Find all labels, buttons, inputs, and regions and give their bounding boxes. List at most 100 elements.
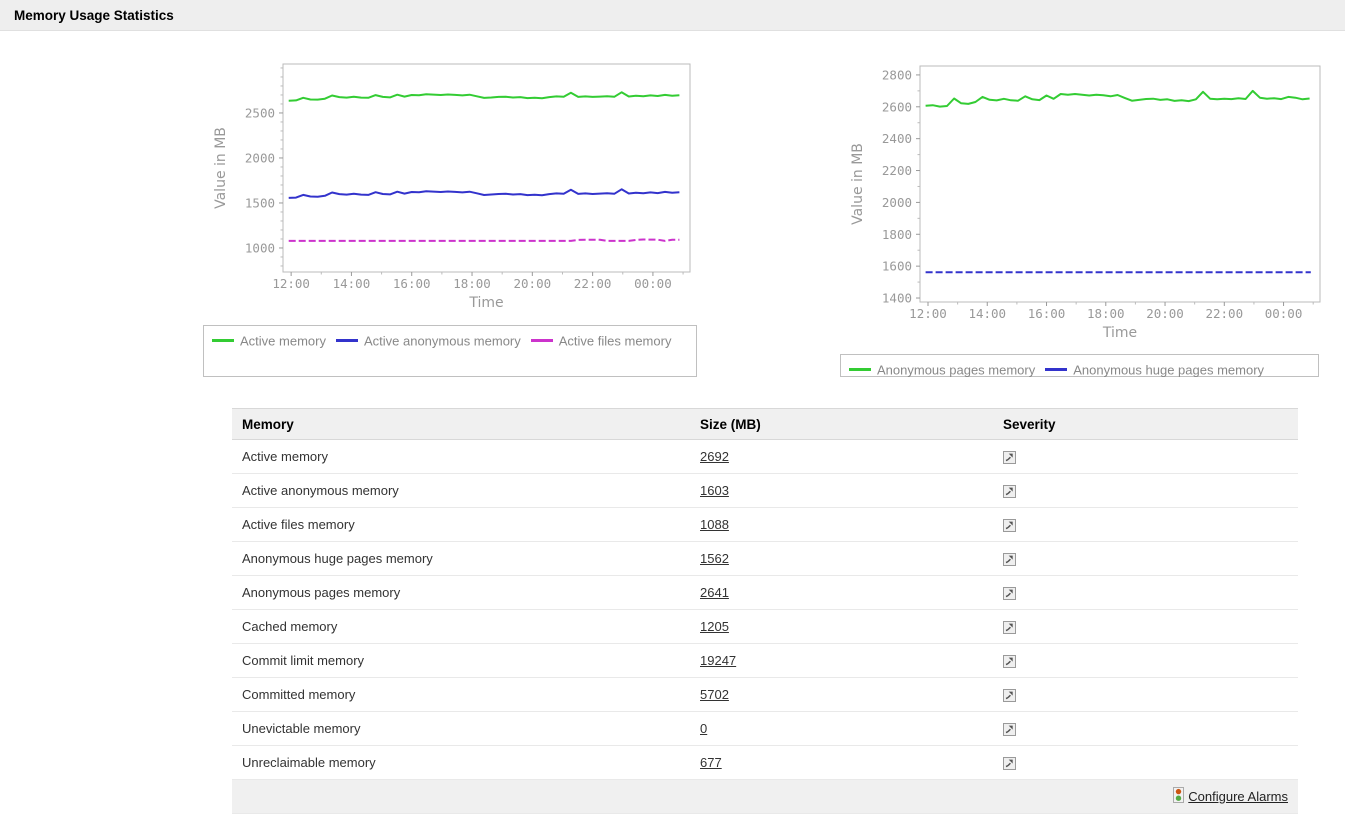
x-tick-label: 22:00 — [574, 276, 612, 291]
chart-axes: 12:00 14:00 16:00 18:00 20:00 22:00 00:00 1000 1… — [213, 63, 691, 311]
severity-cell — [993, 575, 1298, 610]
size-cell: 0 — [690, 711, 993, 746]
y-axis-title: Value in MB — [213, 127, 229, 209]
legend-swatch-icon — [530, 339, 553, 343]
chart-legend-left: Active memory Active anonymous memory Acti… — [203, 325, 697, 377]
series-line — [288, 238, 680, 242]
size-value-link[interactable]: 1205 — [700, 619, 729, 634]
memory-table: Memory Size (MB) Severity Active memory 269… — [232, 408, 1298, 814]
memory-name-cell: Anonymous huge pages memory — [232, 541, 690, 576]
legend-swatch-icon — [849, 368, 871, 372]
size-cell: 19247 — [690, 643, 993, 678]
table-row: Commit limit memory 19247 — [232, 643, 1298, 678]
trend-up-icon[interactable] — [1003, 451, 1016, 465]
size-value-link[interactable]: 1562 — [700, 551, 729, 566]
table-row: Anonymous pages memory 2641 — [232, 575, 1298, 610]
table-row: Cached memory 1205 — [232, 609, 1298, 644]
trend-up-icon[interactable] — [1003, 519, 1016, 533]
y-tick-label: 1800 — [882, 227, 912, 242]
table-row: Active memory 2692 — [232, 439, 1298, 474]
size-value-link[interactable]: 19247 — [700, 653, 737, 668]
memory-name-cell: Anonymous pages memory — [232, 575, 690, 610]
severity-cell — [993, 745, 1298, 780]
y-tick-label: 1000 — [245, 240, 275, 255]
trend-up-icon[interactable] — [1003, 621, 1016, 635]
x-tick-label: 14:00 — [333, 276, 371, 291]
y-tick-label: 2500 — [245, 105, 275, 120]
legend-label: Anonymous huge pages memory — [1073, 362, 1265, 378]
memory-name-cell: Cached memory — [232, 609, 690, 644]
x-tick-label: 22:00 — [1205, 306, 1243, 321]
memory-name-cell: Active files memory — [232, 507, 690, 542]
x-tick-label: 18:00 — [453, 276, 491, 291]
severity-cell — [993, 507, 1298, 542]
memory-usage-chart-left: 12:00 14:00 16:00 18:00 20:00 22:00 00:00 1000 1… — [213, 63, 691, 311]
table-row: Active anonymous memory 1603 — [232, 473, 1298, 508]
x-tick-label: 12:00 — [909, 306, 947, 321]
legend-label: Active anonymous memory — [363, 333, 521, 349]
size-value-link[interactable]: 1088 — [700, 517, 729, 532]
size-value-link[interactable]: 1603 — [700, 483, 729, 498]
y-tick-label: 2800 — [882, 67, 912, 82]
trend-up-icon[interactable] — [1003, 723, 1016, 737]
table-row: Active files memory 1088 — [232, 507, 1298, 542]
size-cell: 2641 — [690, 575, 993, 610]
chart-axes: 12:00 14:00 16:00 18:00 20:00 22:00 00:00 1400 1… — [850, 65, 1321, 340]
legend-item: Anonymous huge pages memory — [1045, 359, 1264, 382]
x-axis-title: Time — [468, 295, 503, 311]
memory-table-container: Memory Size (MB) Severity Active memory 269… — [232, 408, 1298, 814]
configure-alarms-link[interactable]: Configure Alarms — [1188, 789, 1288, 804]
y-tick-label: 1600 — [882, 259, 912, 274]
plot-border — [919, 65, 1321, 303]
severity-cell — [993, 473, 1298, 508]
size-value-link[interactable]: 5702 — [700, 687, 729, 702]
table-row: Committed memory 5702 — [232, 677, 1298, 712]
size-cell: 1088 — [690, 507, 993, 542]
legend-swatch-icon — [1045, 368, 1068, 372]
series-line — [288, 91, 680, 102]
legend-swatch-icon — [335, 339, 358, 343]
trend-up-icon[interactable] — [1003, 757, 1016, 771]
legend-label: Active memory — [240, 333, 326, 349]
page-title-bar: Memory Usage Statistics — [0, 0, 1345, 31]
trend-up-icon[interactable] — [1003, 689, 1016, 703]
memory-name-cell: Unreclaimable memory — [232, 745, 690, 780]
size-cell: 2692 — [690, 439, 993, 474]
memory-name-cell: Active anonymous memory — [232, 473, 690, 508]
size-value-link[interactable]: 677 — [700, 755, 722, 770]
x-axis-title: Time — [1102, 325, 1137, 340]
trend-up-icon[interactable] — [1003, 587, 1016, 601]
y-tick-label: 2200 — [882, 163, 912, 178]
severity-cell — [993, 677, 1298, 712]
x-tick-label: 00:00 — [1265, 306, 1303, 321]
legend-swatch-icon — [212, 339, 234, 343]
y-tick-label: 2000 — [882, 195, 912, 210]
severity-cell — [993, 541, 1298, 576]
trend-up-icon[interactable] — [1003, 655, 1016, 669]
x-tick-label: 00:00 — [634, 276, 672, 291]
memory-name-cell: Unevictable memory — [232, 711, 690, 746]
size-value-link[interactable]: 2692 — [700, 449, 729, 464]
size-cell: 677 — [690, 745, 993, 780]
x-tick-label: 20:00 — [1146, 306, 1184, 321]
column-header-memory: Memory — [232, 408, 690, 440]
trend-up-icon[interactable] — [1003, 553, 1016, 567]
size-cell: 1205 — [690, 609, 993, 644]
x-tick-label: 14:00 — [968, 306, 1006, 321]
severity-cell — [993, 439, 1298, 474]
x-tick-label: 18:00 — [1087, 306, 1125, 321]
column-header-size-mb: Size (MB) — [690, 408, 993, 440]
size-value-link[interactable]: 0 — [700, 721, 708, 736]
y-tick-label: 1500 — [245, 195, 275, 210]
y-tick-label: 2600 — [882, 99, 912, 114]
memory-name-cell: Committed memory — [232, 677, 690, 712]
trend-up-icon[interactable] — [1003, 485, 1016, 499]
y-axis-title: Value in MB — [850, 143, 866, 225]
table-row: Unevictable memory 0 — [232, 711, 1298, 746]
table-footer-cell: Configure Alarms — [232, 779, 1298, 814]
size-value-link[interactable]: 2641 — [700, 585, 729, 600]
traffic-light-icon[interactable] — [1173, 787, 1185, 806]
page-title: Memory Usage Statistics — [14, 8, 174, 23]
legend-item: Active files memory — [530, 330, 671, 353]
